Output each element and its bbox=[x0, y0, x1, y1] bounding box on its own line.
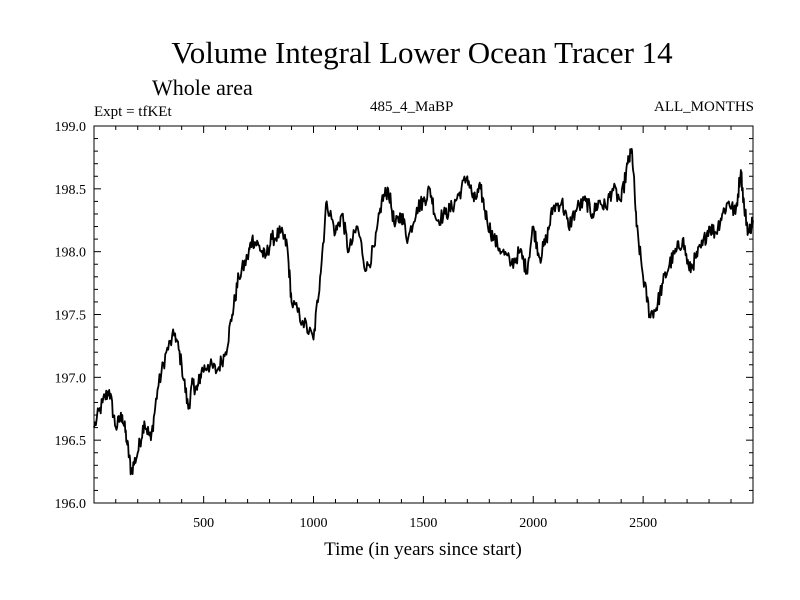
y-tick-label: 196.5 bbox=[55, 434, 87, 449]
x-tick-label: 500 bbox=[193, 516, 214, 531]
run-label: 485_4_MaBP bbox=[370, 99, 453, 115]
y-tick-label: 198.5 bbox=[55, 183, 87, 198]
y-tick-label: 197.5 bbox=[55, 309, 87, 324]
x-axis-title: Time (in years since start) bbox=[324, 539, 522, 560]
series-line bbox=[93, 148, 754, 476]
plot-area: 500 1000 1500 2000 2500 196.0 196.5 197.0 197.5 1… bbox=[55, 120, 754, 531]
y-tick-label: 198.0 bbox=[55, 246, 87, 261]
x-tick-label: 2000 bbox=[519, 516, 547, 531]
chart-subtitle: Whole area bbox=[152, 75, 253, 100]
x-tick-label: 1500 bbox=[409, 516, 437, 531]
y-tick-label: 199.0 bbox=[55, 120, 87, 135]
y-tick-label: 197.0 bbox=[55, 371, 87, 386]
experiment-label: Expt = tfKEt bbox=[94, 104, 172, 120]
period-label: ALL_MONTHS bbox=[654, 99, 754, 115]
x-tick-label: 2500 bbox=[629, 516, 657, 531]
y-tick-label: 196.0 bbox=[55, 497, 87, 512]
x-tick-label: 1000 bbox=[300, 516, 328, 531]
chart-title: Volume Integral Lower Ocean Tracer 14 bbox=[171, 35, 673, 70]
